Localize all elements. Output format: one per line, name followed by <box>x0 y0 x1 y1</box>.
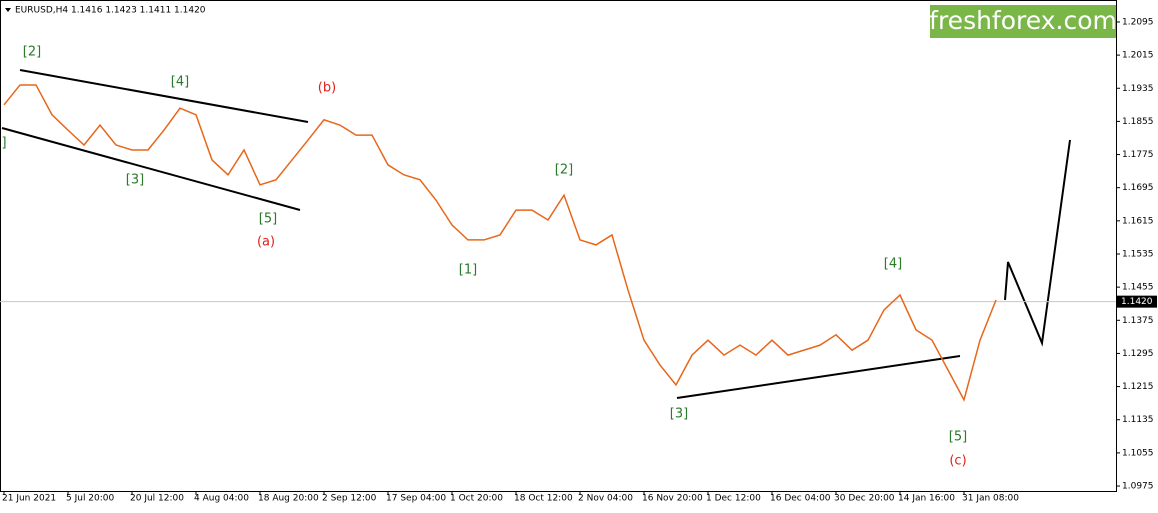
x-tick-label: 2 Nov 04:00 <box>578 494 633 504</box>
y-tick-label: 1.1135 <box>1122 415 1154 425</box>
x-tick-label: 16 Dec 04:00 <box>770 494 831 504</box>
x-tick-label: 1 Oct 20:00 <box>450 494 503 504</box>
brand-box <box>930 5 1116 38</box>
brand: freshforex.com <box>929 6 1117 35</box>
y-tick-label: 1.1695 <box>1122 183 1154 193</box>
wave-label: [4] <box>884 257 902 272</box>
wave-label: [1] <box>459 263 477 278</box>
wave-label: (c) <box>949 454 966 469</box>
x-tick-label: 17 Sep 04:00 <box>386 494 446 504</box>
wave-label: [3] <box>126 173 144 188</box>
y-tick-label: 1.1055 <box>1122 448 1154 458</box>
y-tick-label: 1.1535 <box>1122 249 1154 259</box>
x-tick-label: 4 Aug 04:00 <box>194 494 249 504</box>
wave-label: [5] <box>949 430 967 445</box>
current-price-box <box>1117 295 1157 308</box>
menu-icon[interactable] <box>5 8 11 12</box>
price-line <box>3 84 997 402</box>
y-tick-label: 1.1615 <box>1122 216 1154 226</box>
y-tick-label: 1.2015 <box>1122 51 1154 61</box>
trendline <box>676 355 961 399</box>
trendline <box>19 69 309 123</box>
x-tick-label: 18 Oct 12:00 <box>514 494 573 504</box>
y-tick-label: 1.1855 <box>1122 117 1154 127</box>
x-tick-label: 14 Jan 16:00 <box>898 494 955 504</box>
wave-label: ] <box>1 136 6 151</box>
x-tick-label: 2 Sep 12:00 <box>322 494 377 504</box>
y-tick-label: 1.1375 <box>1122 316 1154 326</box>
symbol-header: EURUSD,H4 1.1416 1.1423 1.1411 1.1420 <box>15 6 206 16</box>
y-tick-label: 1.1295 <box>1122 349 1154 359</box>
wave-label: (b) <box>318 81 336 96</box>
x-tick-label: 20 Jul 12:00 <box>130 494 184 504</box>
y-tick-label: 1.1455 <box>1122 283 1154 293</box>
x-tick-label: 31 Jan 08:00 <box>962 494 1019 504</box>
x-tick-label: 1 Dec 12:00 <box>706 494 761 504</box>
y-tick-label: 1.2095 <box>1122 17 1154 27</box>
x-tick-label: 18 Aug 20:00 <box>258 494 319 504</box>
wave-label: [2] <box>555 163 573 178</box>
x-tick-label: 30 Dec 20:00 <box>834 494 895 504</box>
y-tick-label: 1.1215 <box>1122 382 1154 392</box>
forecast-path <box>1004 139 1071 347</box>
wave-label: [3] <box>670 407 688 422</box>
plot-frame <box>0 0 1117 492</box>
trendline <box>1 127 301 211</box>
x-tick-label: 21 Jun 2021 <box>2 494 56 504</box>
wave-label: (a) <box>257 235 275 250</box>
x-tick-label: 5 Jul 20:00 <box>66 494 115 504</box>
y-tick-label: 1.1775 <box>1122 150 1154 160</box>
trendlines <box>1 69 1071 399</box>
wave-label: [2] <box>23 45 41 60</box>
y-tick-label: 1.0975 <box>1122 482 1154 492</box>
x-tick-label: 16 Nov 20:00 <box>642 494 703 504</box>
wave-label: [5] <box>259 212 277 227</box>
wave-label: [4] <box>171 75 189 90</box>
y-tick-label: 1.1935 <box>1122 84 1154 94</box>
current-price-label: 1.1420 <box>1121 297 1153 307</box>
